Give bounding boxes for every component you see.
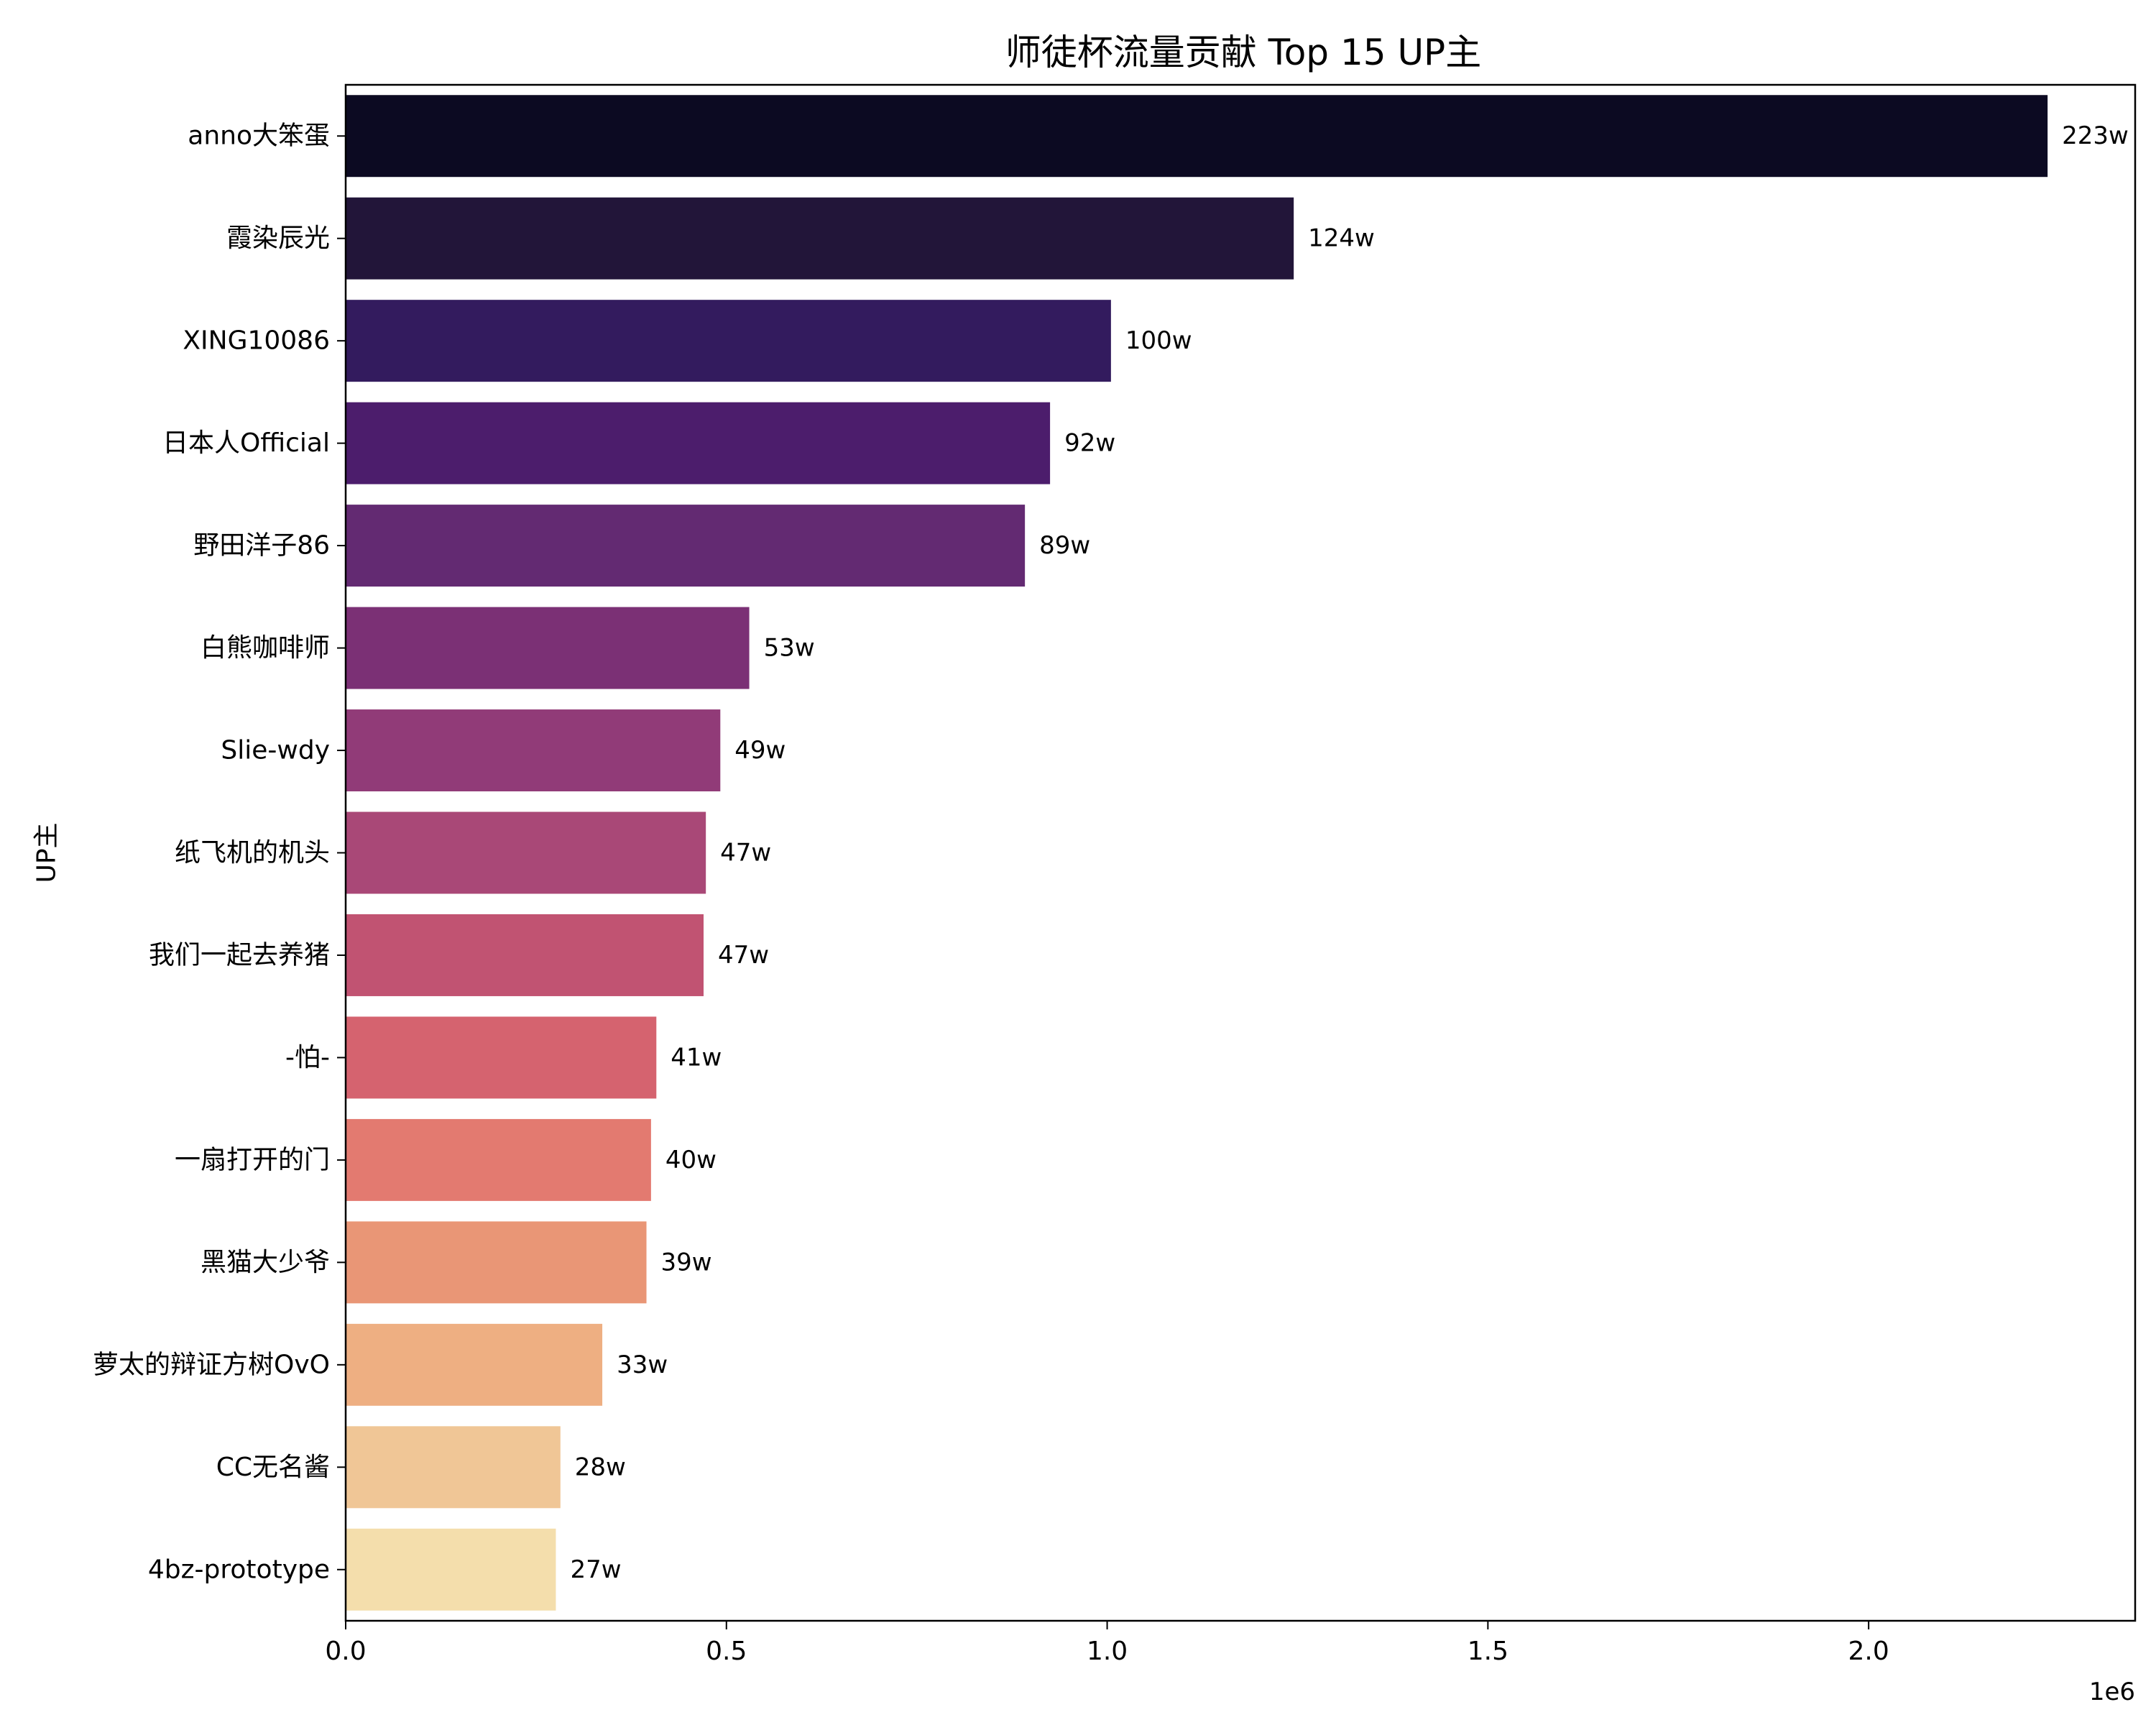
bar-value-label: 53w xyxy=(764,634,815,663)
y-tick-label: 我们一起去养猪 xyxy=(149,940,330,970)
x-tick-label: 0.5 xyxy=(706,1637,747,1666)
y-tick-label: anno大笨蛋 xyxy=(188,121,330,151)
bar-value-label: 27w xyxy=(570,1555,621,1584)
bar-value-label: 47w xyxy=(720,839,771,868)
plot-frame xyxy=(344,83,2137,1622)
x-tick-label: 1.0 xyxy=(1087,1637,1128,1666)
bar xyxy=(346,402,1051,484)
bar xyxy=(346,1118,651,1201)
bar-value-label: 33w xyxy=(617,1351,668,1379)
bar-labels-group: 223w 124w 100w 92w 89w 53w 49w 47w 47w 41w 40w 39w 3… xyxy=(570,121,2128,1584)
y-tick-label: CC无名酱 xyxy=(216,1453,330,1482)
y-tick-label: 霞染辰光 xyxy=(226,224,330,253)
bar-value-label: 92w xyxy=(1064,429,1115,458)
bar xyxy=(346,1323,603,1406)
x-axis-ticks: 0.0 0.5 1.0 1.5 2.0 xyxy=(325,1621,1889,1666)
bar-value-label: 41w xyxy=(671,1043,722,1072)
y-tick-label: 一扇打开的门 xyxy=(175,1145,330,1174)
bar xyxy=(346,300,1111,382)
x-tick-label: 1.5 xyxy=(1468,1637,1508,1666)
bar xyxy=(346,914,704,996)
bar xyxy=(346,505,1026,587)
bar xyxy=(346,607,750,689)
bar xyxy=(346,197,1294,280)
y-tick-label: 萝太的辩证方树OvO xyxy=(93,1350,330,1379)
bar xyxy=(346,709,721,792)
bar xyxy=(346,1426,561,1509)
bar-value-label: 100w xyxy=(1125,326,1192,355)
bar xyxy=(346,1221,647,1304)
bar-value-label: 47w xyxy=(718,941,769,970)
chart-title: 师徒杯流量贡献 Top 15 UP主 xyxy=(1005,32,1481,73)
bar xyxy=(346,1016,657,1099)
y-tick-label: 野田洋子86 xyxy=(193,531,330,561)
bars-group xyxy=(346,95,2048,1611)
bar xyxy=(346,95,2048,178)
y-tick-label: Slie-wdy xyxy=(221,736,330,765)
bar-value-label: 39w xyxy=(661,1248,712,1276)
bar-value-label: 124w xyxy=(1308,224,1375,253)
bar-value-label: 40w xyxy=(665,1146,717,1174)
x-axis-offset-label: 1e6 xyxy=(2089,1678,2135,1706)
x-tick-label: 2.0 xyxy=(1848,1637,1889,1666)
y-tick-label: 纸飞机的机头 xyxy=(175,838,330,868)
bar-value-label: 28w xyxy=(575,1453,626,1481)
bar xyxy=(346,811,706,894)
bar xyxy=(346,1528,556,1611)
bar-value-label: 223w xyxy=(2062,121,2129,150)
bar-value-label: 49w xyxy=(734,736,786,765)
y-tick-label: 黑猫大少爷 xyxy=(201,1248,330,1277)
y-tick-label: -怕- xyxy=(285,1043,330,1072)
bar-value-label: 89w xyxy=(1039,531,1090,560)
y-axis-label: UP主 xyxy=(32,822,62,883)
y-tick-label: XING10086 xyxy=(183,326,330,356)
x-tick-label: 0.0 xyxy=(325,1637,366,1666)
y-tick-label: 白熊咖啡师 xyxy=(201,633,330,663)
y-tick-label: 4bz-prototype xyxy=(148,1555,330,1584)
y-tick-label: 日本人Official xyxy=(162,428,330,458)
